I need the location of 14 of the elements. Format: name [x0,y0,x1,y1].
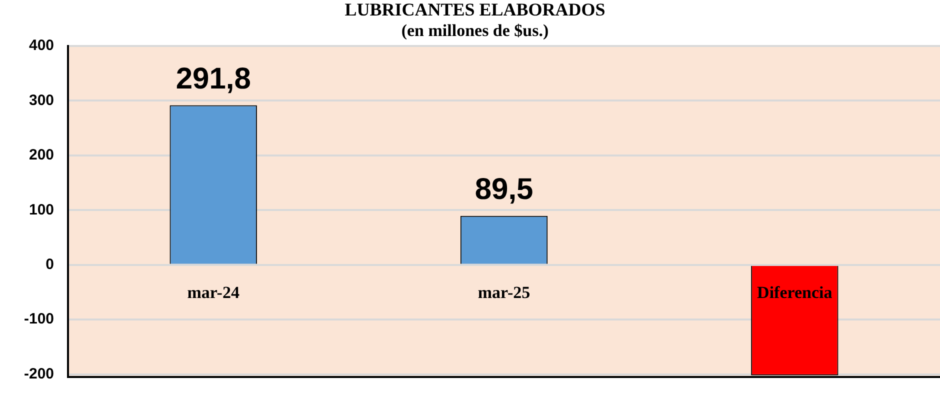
chart-subtitle: (en millones de $us.) [401,21,549,40]
y-tick-label: 100 [28,201,54,218]
y-tick-label: -200 [24,365,54,382]
y-tick-label: -100 [24,310,54,328]
x-tick-label: mar-24 [187,283,240,302]
y-tick-label: 400 [28,37,54,54]
data-label: 291,8 [176,62,251,96]
y-tick-label: 300 [28,92,54,109]
x-tick-label: Diferencia [757,283,833,302]
y-tick-label: 0 [46,256,54,273]
data-label: 89,5 [474,173,534,206]
x-tick-label: mar-25 [478,283,530,302]
y-tick-label: 200 [28,146,54,164]
chart-title: LUBRICANTES ELABORADOS [344,0,606,20]
